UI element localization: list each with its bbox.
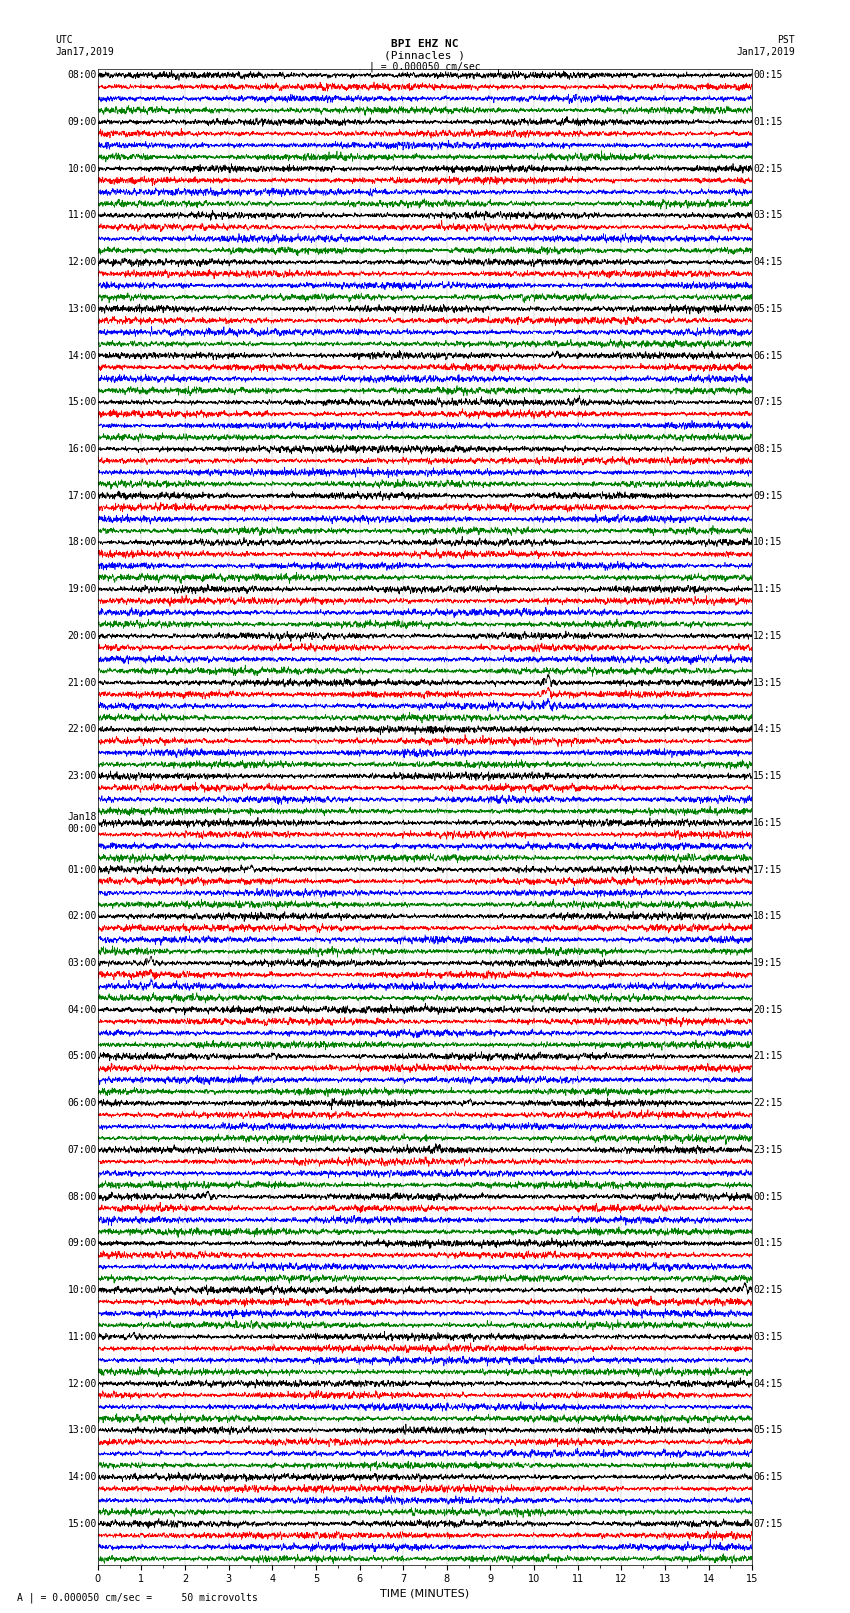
Text: 05:00: 05:00 <box>67 1052 97 1061</box>
Text: 10:00: 10:00 <box>67 1286 97 1295</box>
Text: UTC: UTC <box>55 35 73 45</box>
Text: 23:00: 23:00 <box>67 771 97 781</box>
Text: 01:15: 01:15 <box>753 116 783 127</box>
Text: PST: PST <box>777 35 795 45</box>
Text: Jan17,2019: Jan17,2019 <box>736 47 795 56</box>
Text: 15:00: 15:00 <box>67 1519 97 1529</box>
Text: 06:15: 06:15 <box>753 1473 783 1482</box>
Text: 19:00: 19:00 <box>67 584 97 594</box>
Text: 11:00: 11:00 <box>67 1332 97 1342</box>
Text: 01:15: 01:15 <box>753 1239 783 1248</box>
Text: 02:15: 02:15 <box>753 1286 783 1295</box>
Text: 18:15: 18:15 <box>753 911 783 921</box>
Text: 22:15: 22:15 <box>753 1098 783 1108</box>
Text: 12:00: 12:00 <box>67 1379 97 1389</box>
Text: 02:00: 02:00 <box>67 911 97 921</box>
Text: 12:00: 12:00 <box>67 256 97 268</box>
Text: 00:15: 00:15 <box>753 1192 783 1202</box>
Text: Jan18
00:00: Jan18 00:00 <box>67 811 97 834</box>
Text: 04:15: 04:15 <box>753 1379 783 1389</box>
Text: 14:00: 14:00 <box>67 350 97 361</box>
Text: 03:00: 03:00 <box>67 958 97 968</box>
Text: 13:15: 13:15 <box>753 677 783 687</box>
Text: A | = 0.000050 cm/sec =     50 microvolts: A | = 0.000050 cm/sec = 50 microvolts <box>17 1592 258 1603</box>
Text: 17:15: 17:15 <box>753 865 783 874</box>
Text: 05:15: 05:15 <box>753 1426 783 1436</box>
Text: 20:15: 20:15 <box>753 1005 783 1015</box>
Text: 21:15: 21:15 <box>753 1052 783 1061</box>
Text: Jan17,2019: Jan17,2019 <box>55 47 114 56</box>
Text: 00:15: 00:15 <box>753 71 783 81</box>
Text: 04:00: 04:00 <box>67 1005 97 1015</box>
Text: 06:15: 06:15 <box>753 350 783 361</box>
Text: 03:15: 03:15 <box>753 1332 783 1342</box>
Text: 06:00: 06:00 <box>67 1098 97 1108</box>
Text: 01:00: 01:00 <box>67 865 97 874</box>
Text: 11:00: 11:00 <box>67 210 97 221</box>
Text: 13:00: 13:00 <box>67 1426 97 1436</box>
Text: 09:15: 09:15 <box>753 490 783 500</box>
Text: 07:00: 07:00 <box>67 1145 97 1155</box>
Text: 04:15: 04:15 <box>753 256 783 268</box>
Text: 14:15: 14:15 <box>753 724 783 734</box>
Text: BPI EHZ NC: BPI EHZ NC <box>391 39 459 48</box>
Text: 18:00: 18:00 <box>67 537 97 547</box>
Text: 10:15: 10:15 <box>753 537 783 547</box>
Text: (Pinnacles ): (Pinnacles ) <box>384 50 466 60</box>
Text: 16:00: 16:00 <box>67 444 97 453</box>
Text: 20:00: 20:00 <box>67 631 97 640</box>
Text: 21:00: 21:00 <box>67 677 97 687</box>
Text: 02:15: 02:15 <box>753 163 783 174</box>
Text: 08:15: 08:15 <box>753 444 783 453</box>
Text: 07:15: 07:15 <box>753 397 783 408</box>
Text: 05:15: 05:15 <box>753 303 783 315</box>
Text: | = 0.000050 cm/sec: | = 0.000050 cm/sec <box>369 61 481 73</box>
Text: 10:00: 10:00 <box>67 163 97 174</box>
Text: 09:00: 09:00 <box>67 116 97 127</box>
Text: 07:15: 07:15 <box>753 1519 783 1529</box>
Text: 12:15: 12:15 <box>753 631 783 640</box>
Text: 15:15: 15:15 <box>753 771 783 781</box>
Text: 16:15: 16:15 <box>753 818 783 827</box>
Text: 11:15: 11:15 <box>753 584 783 594</box>
Text: 17:00: 17:00 <box>67 490 97 500</box>
Text: 23:15: 23:15 <box>753 1145 783 1155</box>
Text: 15:00: 15:00 <box>67 397 97 408</box>
Text: 22:00: 22:00 <box>67 724 97 734</box>
Text: 08:00: 08:00 <box>67 71 97 81</box>
Text: 09:00: 09:00 <box>67 1239 97 1248</box>
X-axis label: TIME (MINUTES): TIME (MINUTES) <box>381 1589 469 1598</box>
Text: 03:15: 03:15 <box>753 210 783 221</box>
Text: 08:00: 08:00 <box>67 1192 97 1202</box>
Text: 14:00: 14:00 <box>67 1473 97 1482</box>
Text: 19:15: 19:15 <box>753 958 783 968</box>
Text: 13:00: 13:00 <box>67 303 97 315</box>
